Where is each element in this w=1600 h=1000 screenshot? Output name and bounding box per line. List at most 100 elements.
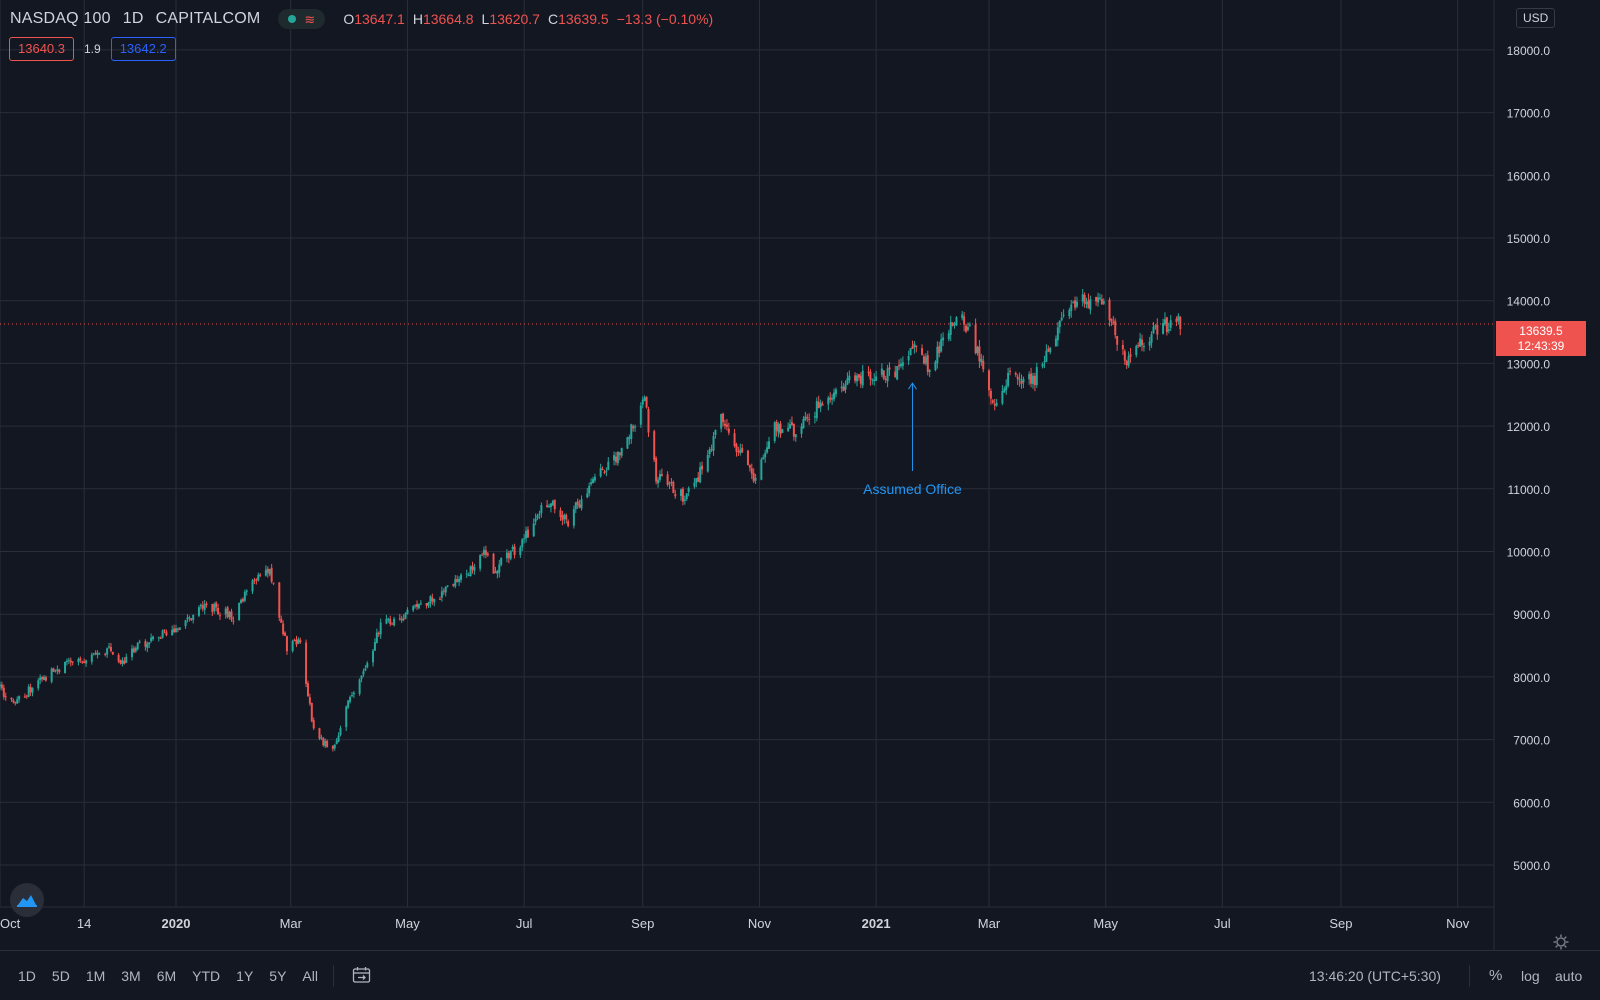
candle (41, 675, 44, 682)
candle (417, 603, 420, 610)
time-axis-label: Jul (1214, 916, 1231, 931)
candle (660, 468, 663, 477)
candle (750, 463, 753, 480)
range-button-6m[interactable]: 6M (156, 968, 177, 984)
candle (894, 365, 897, 378)
candle (1072, 300, 1075, 304)
candle (238, 602, 241, 621)
candle (125, 653, 128, 664)
candle (680, 488, 683, 501)
candle (708, 447, 711, 458)
quote-panel: 13640.3 1.9 13642.2 (9, 37, 176, 61)
candle (1060, 311, 1063, 322)
price-axis-label: 18000.0 (1507, 44, 1551, 58)
candle (161, 629, 164, 639)
candle (257, 572, 260, 582)
range-button-1y[interactable]: 1Y (236, 968, 254, 984)
range-buttons: 1D 5D 1M 3M 6M YTD 1Y 5Y All (18, 968, 334, 984)
range-button-all[interactable]: All (302, 968, 318, 984)
candle (884, 375, 887, 384)
candle (961, 310, 964, 321)
candle (639, 402, 642, 428)
range-button-5d[interactable]: 5D (51, 968, 70, 984)
time-axis-label: 2021 (862, 916, 891, 931)
candle (431, 593, 434, 605)
candle (27, 683, 30, 698)
candle (174, 624, 177, 633)
price-axis-label: 5000.0 (1513, 859, 1550, 873)
auto-scale-toggle[interactable]: auto (1555, 968, 1583, 984)
candle (358, 678, 361, 696)
ohlc-readout: O13647.1 H13664.8 L13620.7 C13639.5 −13.… (343, 11, 713, 27)
interval-label[interactable]: 1D (122, 10, 144, 27)
candle (440, 586, 443, 602)
sell-button[interactable]: 13640.3 (9, 37, 74, 61)
go-to-date-icon[interactable] (352, 966, 372, 989)
candle (1135, 344, 1138, 358)
candle (4, 692, 7, 701)
candle (106, 647, 109, 658)
candle (192, 614, 195, 624)
range-button-1m[interactable]: 1M (85, 968, 106, 984)
candle (433, 598, 436, 607)
market-status-pill[interactable]: ≋ (278, 9, 326, 29)
price-axis-label: 17000.0 (1507, 107, 1551, 121)
log-scale-toggle[interactable]: log (1521, 968, 1540, 984)
price-axis-label: 7000.0 (1513, 734, 1550, 748)
candle (446, 585, 449, 588)
candle (1083, 292, 1086, 308)
candle (735, 442, 738, 457)
candle (224, 606, 227, 619)
candle (813, 411, 816, 424)
candle (452, 583, 455, 588)
candle (580, 495, 583, 511)
candle (754, 473, 757, 484)
candle (907, 350, 910, 365)
candle (331, 745, 334, 752)
candle (16, 696, 19, 704)
candle (337, 732, 340, 743)
range-button-3m[interactable]: 3M (121, 968, 141, 984)
candle (963, 311, 966, 332)
candle (391, 622, 394, 625)
tradingview-logo[interactable] (10, 883, 44, 917)
candle (712, 432, 715, 456)
candle (81, 660, 84, 664)
candle (1041, 362, 1044, 369)
candle (460, 573, 463, 583)
candle (578, 499, 581, 509)
price-axis-label: 9000.0 (1513, 608, 1550, 622)
candle (123, 657, 126, 665)
candle (243, 589, 246, 603)
range-button-5y[interactable]: 5Y (269, 968, 287, 984)
candle (266, 566, 269, 578)
candle (429, 595, 432, 608)
candle (792, 423, 795, 441)
candle (538, 510, 541, 520)
candle (1110, 318, 1113, 327)
percent-scale-toggle[interactable]: % (1489, 967, 1503, 984)
candle (130, 644, 133, 661)
clock-timezone[interactable]: 13:46:20 (UTC+5:30) (1309, 968, 1441, 984)
candle (710, 444, 713, 452)
chart-settings-icon[interactable] (1553, 934, 1569, 955)
candle (871, 378, 874, 385)
price-axis-label: 14000.0 (1507, 295, 1551, 309)
candle (379, 618, 382, 639)
symbol-name[interactable]: NASDAQ 100 (10, 10, 111, 27)
candle (741, 444, 744, 453)
candle (44, 675, 47, 682)
range-button-ytd[interactable]: YTD (192, 968, 221, 984)
range-button-1d[interactable]: 1D (18, 968, 36, 984)
candle (241, 597, 244, 603)
candle (572, 505, 575, 529)
candle (924, 353, 927, 366)
candle (938, 341, 941, 358)
candle (398, 613, 401, 621)
currency-button[interactable]: USD (1516, 8, 1556, 28)
candle (12, 698, 15, 704)
buy-button[interactable]: 13642.2 (110, 37, 176, 61)
annotation-assumed-office[interactable]: Assumed Office (863, 382, 962, 497)
candle (827, 395, 830, 411)
